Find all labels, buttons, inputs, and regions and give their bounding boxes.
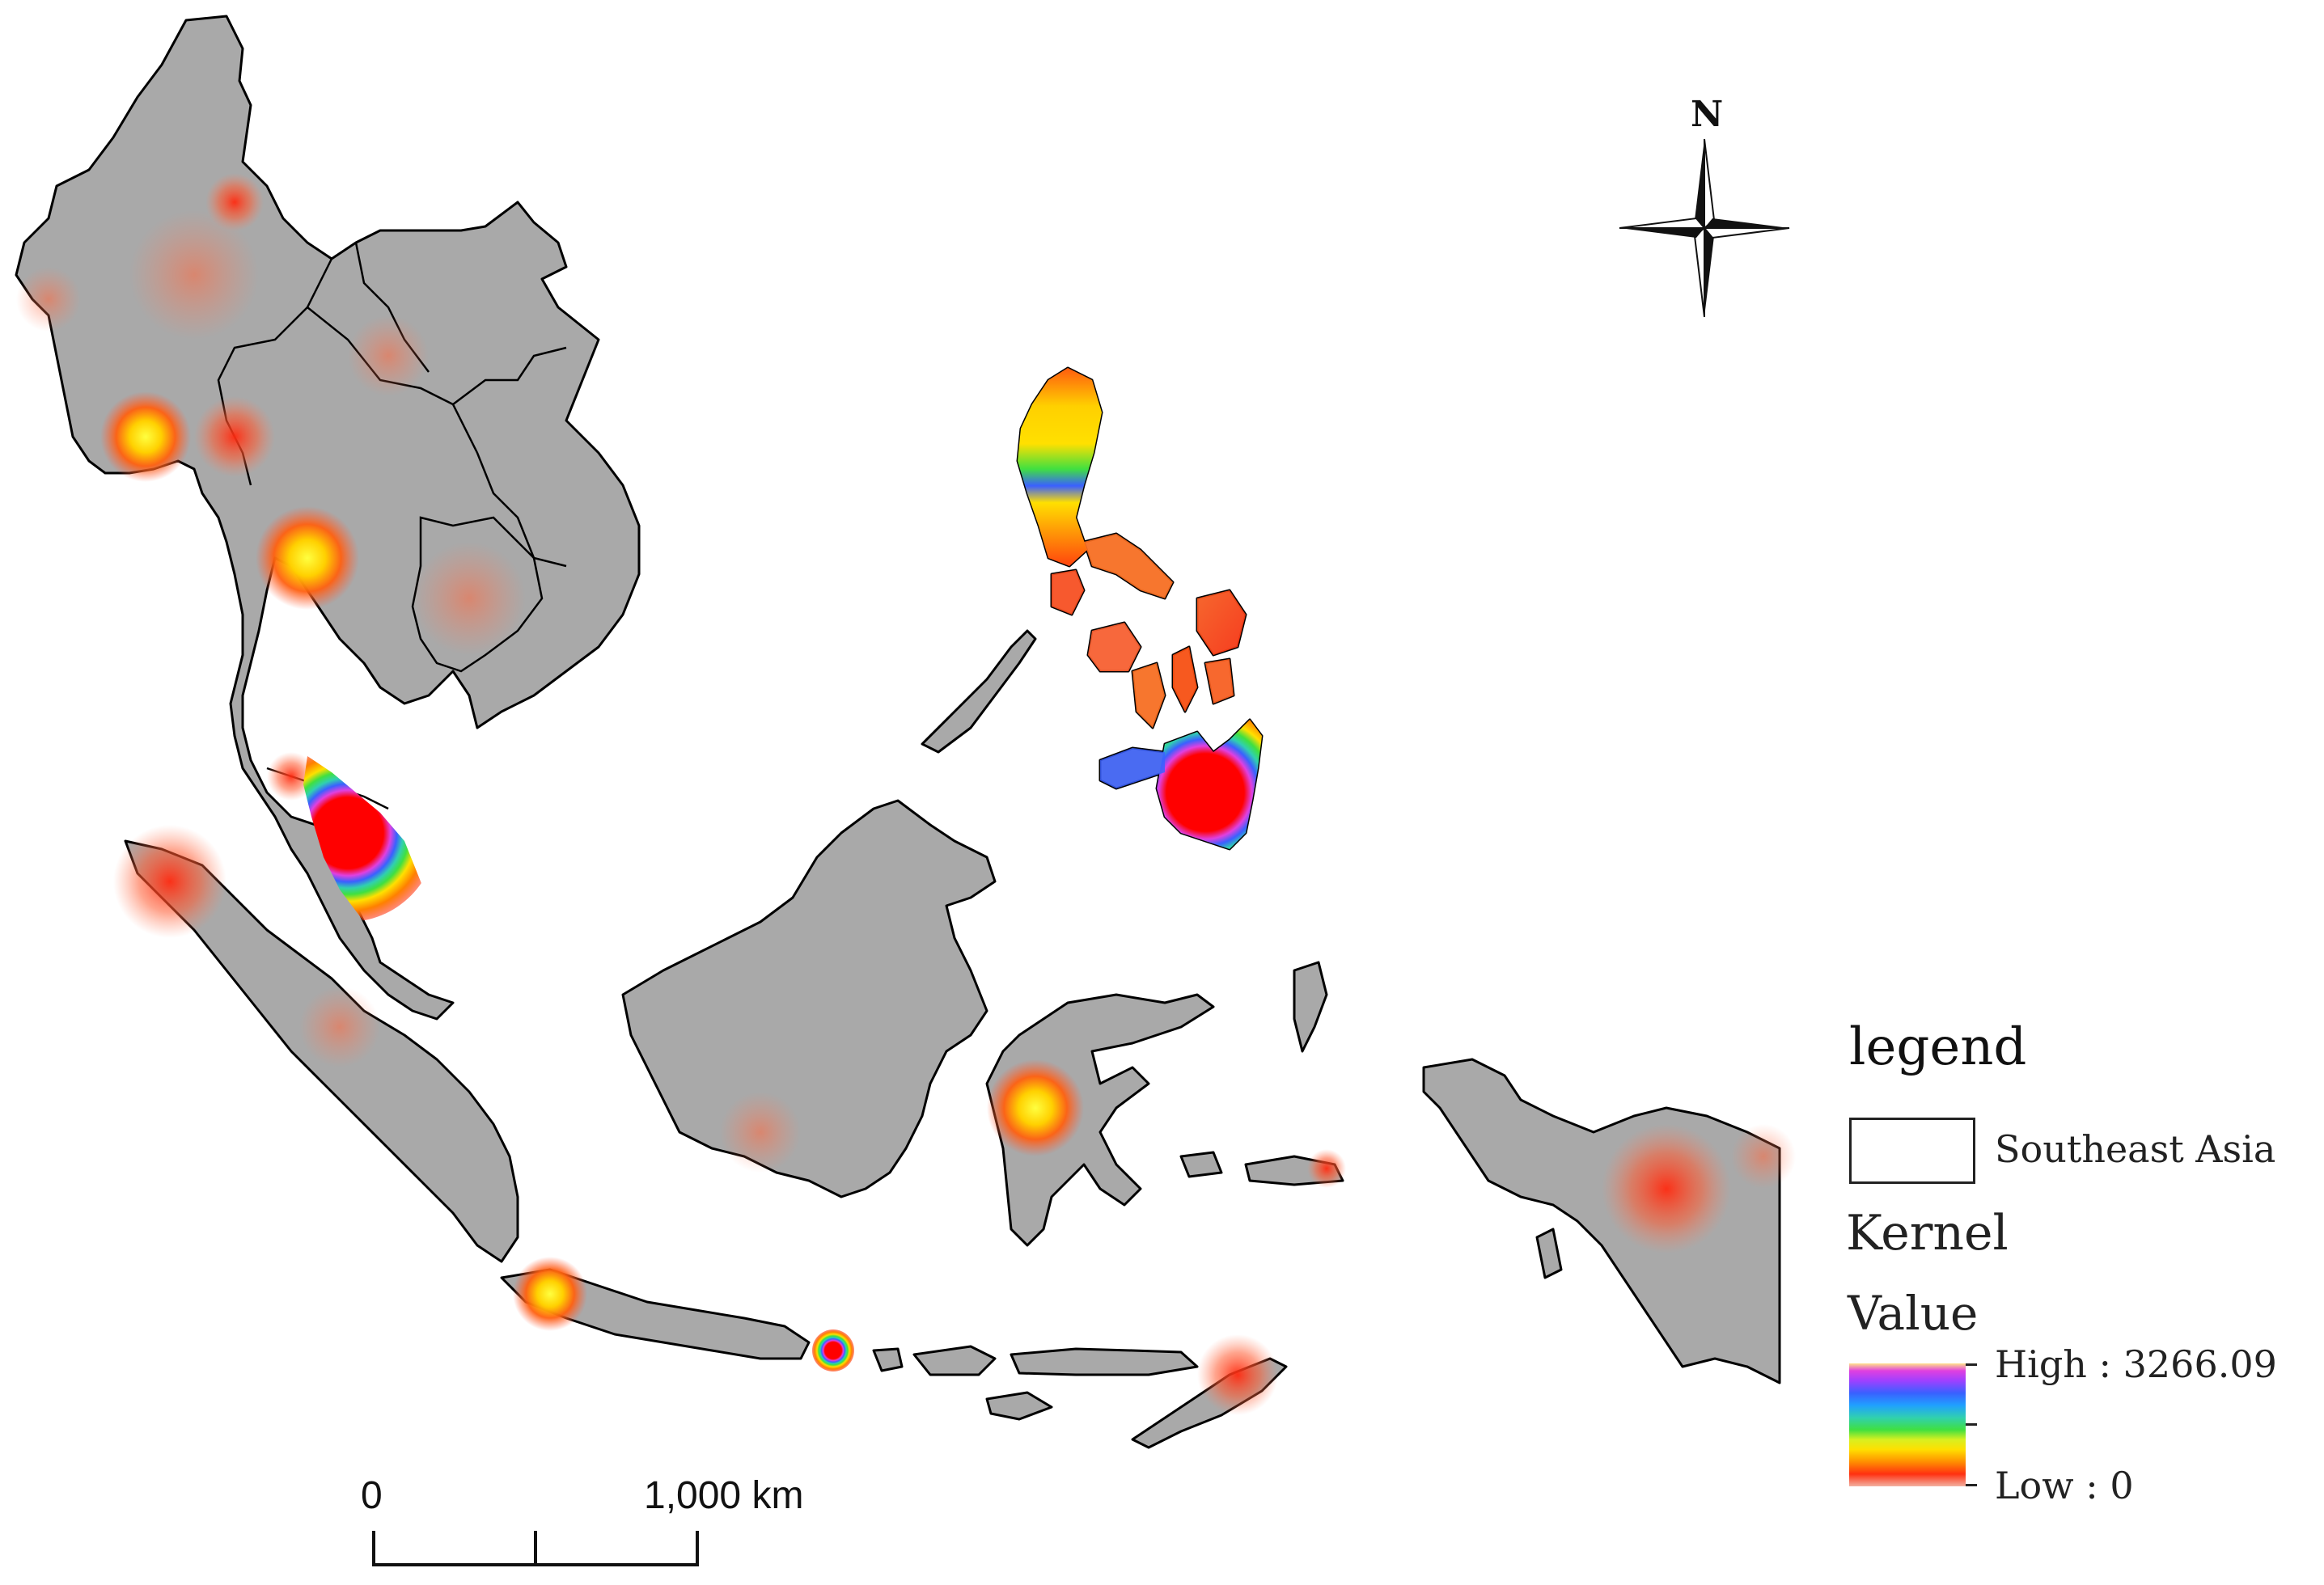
legend-title: legend xyxy=(1849,1017,2027,1077)
buru-island xyxy=(1179,1151,1223,1178)
flores-island xyxy=(1010,1347,1199,1376)
halmahera-island xyxy=(1293,961,1328,1053)
sumbawa-island xyxy=(912,1345,997,1376)
palawan-island xyxy=(921,629,1037,754)
ramp-high-label: High : 3266.09 xyxy=(1995,1342,2277,1386)
scale-zero-label: 0 xyxy=(361,1474,383,1517)
lombok-island xyxy=(872,1347,904,1372)
kernel-title: Kernel xyxy=(1846,1205,2009,1262)
scale-distance-label: 1,000 km xyxy=(644,1474,804,1517)
borneo-island xyxy=(621,799,997,1198)
scale-bar xyxy=(372,1531,699,1566)
north-label: N xyxy=(1691,94,1724,135)
ramp-tick-mid xyxy=(1966,1423,1977,1426)
new-guinea-island xyxy=(1422,1058,1781,1384)
legend-swatch-southeast-asia xyxy=(1849,1118,1975,1184)
kernel-color-ramp xyxy=(1849,1363,1966,1486)
ramp-low-label: Low : 0 xyxy=(1995,1464,2134,1507)
legend-swatch-label: Southeast Asia xyxy=(1995,1127,2276,1171)
sulawesi-island xyxy=(985,993,1215,1247)
ramp-tick-high xyxy=(1966,1363,1977,1366)
north-arrow-icon xyxy=(1619,138,1790,318)
ramp-tick-low xyxy=(1966,1484,1977,1486)
sumba-island xyxy=(985,1391,1053,1421)
value-title: Value xyxy=(1848,1286,1979,1341)
aru-islands xyxy=(1535,1228,1563,1279)
